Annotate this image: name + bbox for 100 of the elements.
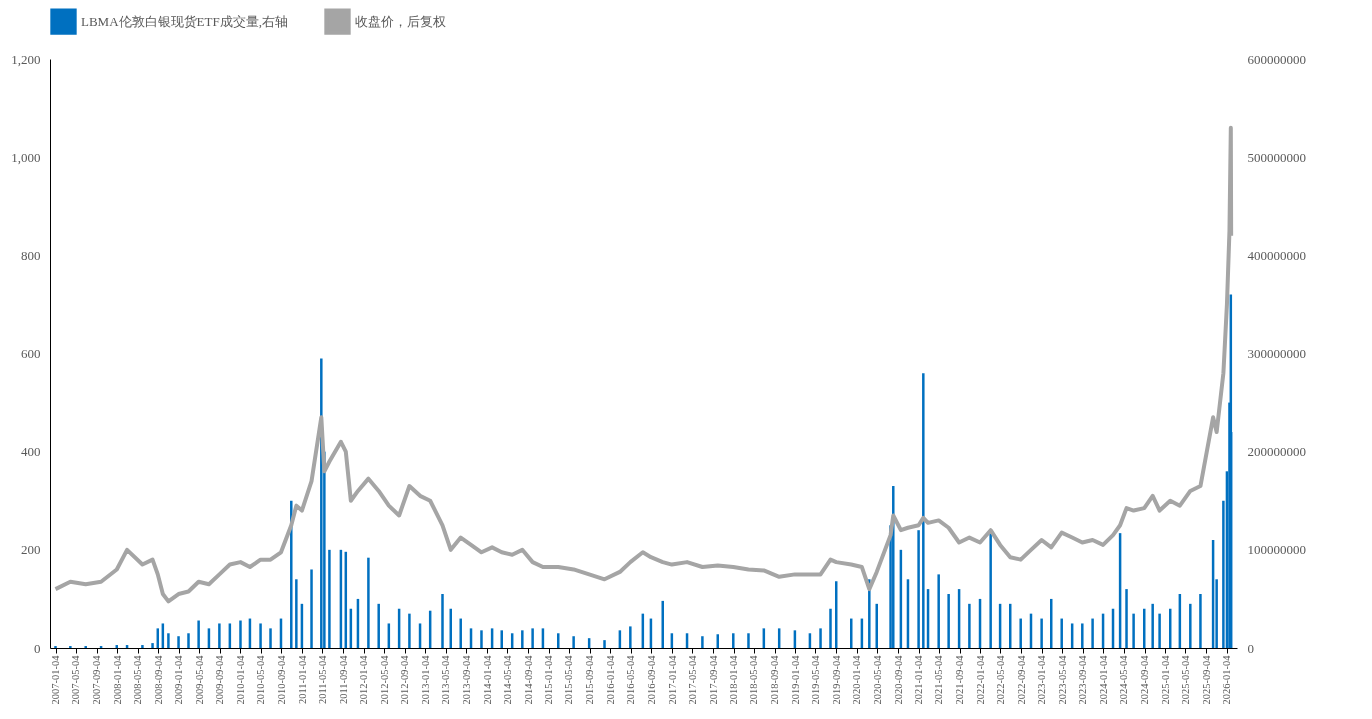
x-tick-label: 2011-01-04: [296, 654, 308, 705]
x-tick-label: 2013-01-04: [419, 654, 431, 705]
x-tick-label: 2020-05-04: [871, 654, 883, 705]
bar: [459, 618, 462, 648]
bar: [732, 633, 735, 648]
x-tick-label: 2009-09-04: [214, 654, 226, 705]
bar: [218, 623, 221, 648]
y-tick-label: 800: [21, 247, 41, 263]
y2-tick-label: 0: [1247, 640, 1254, 656]
x-tick-label: 2021-09-04: [954, 654, 966, 705]
y2-tick-label: 100000000: [1247, 542, 1306, 558]
x-tick-label: 2013-05-04: [440, 654, 452, 705]
x-tick-label: 2019-05-04: [809, 654, 821, 705]
bar: [141, 645, 144, 648]
x-tick-label: 2022-09-04: [1015, 654, 1027, 705]
bar: [989, 532, 992, 648]
bar: [310, 569, 313, 648]
bar: [1060, 618, 1063, 648]
x-tick-label: 2025-01-04: [1159, 654, 1171, 705]
x-tick-label: 2025-09-04: [1200, 654, 1212, 705]
bar: [328, 549, 331, 648]
bar: [151, 643, 154, 648]
y2-tick-label: 500000000: [1247, 149, 1306, 165]
bar: [295, 579, 298, 648]
bar: [1199, 594, 1202, 648]
x-tick-label: 2024-09-04: [1139, 654, 1151, 705]
x-tick-label: 2020-09-04: [892, 654, 904, 705]
bar: [875, 603, 878, 648]
bar: [408, 613, 411, 648]
x-tick-label: 2012-05-04: [378, 654, 390, 705]
bar: [937, 574, 940, 648]
bar: [701, 636, 704, 648]
bar: [947, 594, 950, 648]
x-tick-label: 2015-05-04: [563, 654, 575, 705]
y-tick-label: 200: [21, 542, 41, 558]
bar: [1158, 613, 1161, 648]
x-tick-label: 2026-01-04: [1221, 654, 1233, 705]
bar: [1189, 603, 1192, 648]
x-tick-label: 2022-01-04: [974, 654, 986, 705]
bar: [850, 618, 853, 648]
x-tick-label: 2022-05-04: [994, 654, 1006, 705]
x-tick-label: 2014-05-04: [501, 654, 513, 705]
y2-tick-label: 400000000: [1247, 247, 1306, 263]
line-series: [53, 125, 1234, 604]
x-tick-label: 2018-05-04: [748, 654, 760, 705]
x-tick-label: 2016-09-04: [645, 654, 657, 705]
x-tick-label: 2010-09-04: [275, 654, 287, 705]
x-tick-label: 2008-01-04: [111, 654, 123, 705]
x-tick-label: 2014-09-04: [522, 654, 534, 705]
x-tick-label: 2024-01-04: [1097, 654, 1109, 705]
bar: [177, 636, 180, 648]
x-tick-label: 2016-05-04: [625, 654, 637, 705]
bar: [500, 630, 503, 648]
x-tick-label: 2020-01-04: [851, 654, 863, 705]
x-tick-label: 2010-05-04: [255, 654, 267, 705]
x-tick-label: 2009-01-04: [173, 654, 185, 705]
bar: [259, 623, 262, 648]
bar: [968, 603, 971, 648]
bar: [892, 486, 895, 648]
bar: [269, 628, 272, 648]
x-tick-label: 2011-09-04: [337, 654, 349, 705]
y2-tick-label: 300000000: [1247, 346, 1306, 361]
bar: [603, 640, 606, 648]
bar: [167, 633, 170, 648]
x-tick-label: 2021-05-04: [933, 654, 945, 705]
bar: [367, 557, 370, 648]
bar: [1091, 618, 1094, 648]
x-tick-label: 2007-01-04: [50, 654, 62, 705]
bar: [480, 630, 483, 648]
x-tick-label: 2018-01-04: [728, 654, 740, 705]
x-tick-label: 2012-09-04: [399, 654, 411, 705]
y-tick-label: 1,000: [11, 149, 41, 165]
bar: [239, 620, 242, 648]
bar: [557, 633, 560, 648]
bar: [187, 633, 190, 648]
x-tick-label: 2021-01-04: [913, 654, 925, 705]
bar: [521, 630, 524, 648]
x-tick-label: 2009-05-04: [193, 654, 205, 705]
x-tick-label: 2025-05-04: [1179, 654, 1191, 705]
bar: [1081, 623, 1084, 648]
legend-label: 收盘价，后复权: [355, 13, 446, 29]
bar: [290, 500, 293, 648]
bar: [1019, 618, 1022, 648]
x-tick-label: 2018-09-04: [769, 654, 781, 705]
bar: [1125, 589, 1128, 648]
legend-label: LBMA伦敦白银现货ETF成交量,右轴: [81, 13, 288, 29]
x-tick-label: 2013-09-04: [460, 654, 472, 705]
x-tick-label: 2008-09-04: [152, 654, 164, 705]
bar: [819, 628, 822, 648]
x-tick-label: 2007-05-04: [70, 654, 82, 705]
bar: [1132, 613, 1135, 648]
bar: [1151, 603, 1154, 648]
x-tick-label: 2015-09-04: [584, 654, 596, 705]
y-tick-label: 0: [34, 640, 41, 656]
bar: [572, 636, 575, 648]
x-tick-label: 2023-01-04: [1036, 654, 1048, 705]
bar: [917, 530, 920, 648]
bar: [531, 628, 534, 648]
y-tick-label: 1,200: [11, 51, 41, 67]
x-tick-label: 2012-01-04: [358, 654, 370, 705]
